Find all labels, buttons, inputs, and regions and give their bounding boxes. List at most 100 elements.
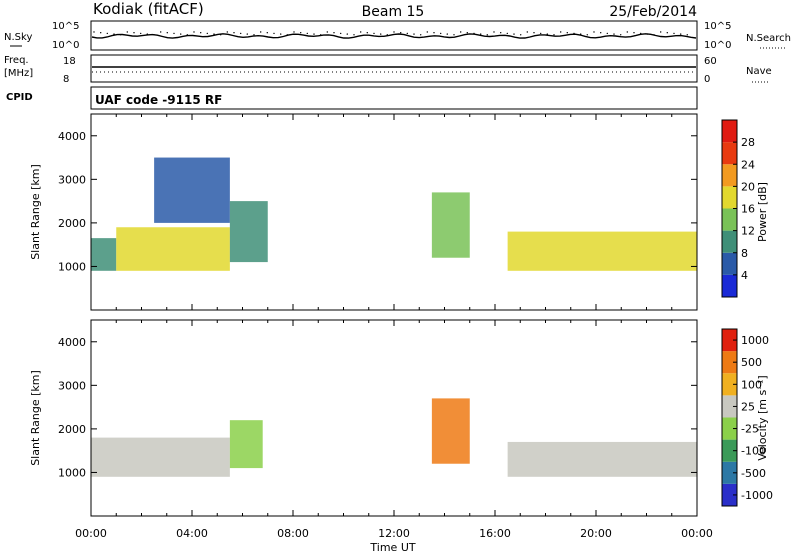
colorbar-tick-label: -500 <box>741 467 766 480</box>
heatmap-region <box>431 398 470 464</box>
noise-search-dot <box>373 32 375 35</box>
noise-search-dot <box>566 32 568 34</box>
heatmap-region <box>431 192 470 258</box>
noise-search-dot <box>293 31 295 33</box>
noise-search-dot <box>226 31 228 33</box>
heatmap-region <box>91 238 117 271</box>
noise-search-dot <box>146 33 148 35</box>
colorbar-tick-label: -100 <box>741 445 766 458</box>
noise-search-dot <box>560 31 562 33</box>
noise-search-dot <box>100 32 102 34</box>
colorbar-swatch <box>722 274 737 297</box>
freq-label-line2: [MHz] <box>4 68 33 79</box>
noise-search-dot <box>620 34 622 36</box>
noise-search-dot <box>660 31 662 33</box>
heatmap-region <box>229 420 263 469</box>
colorbar-tick-label: 16 <box>741 203 755 216</box>
noise-search-dot <box>340 32 342 35</box>
noise-search-dot <box>626 31 628 33</box>
y-tick-label: 3000 <box>58 379 86 392</box>
noise-search-dot <box>213 33 215 35</box>
noise-search-dot <box>246 33 248 35</box>
velocity-data <box>91 398 697 477</box>
noise-search-dot <box>513 33 515 35</box>
colorbar-tick-label: 4 <box>741 269 748 282</box>
heatmap-region <box>229 201 268 263</box>
colorbar-tick-label: 24 <box>741 158 755 171</box>
colorbar-tick-label: 20 <box>741 180 755 193</box>
noise-search-dot <box>600 32 602 34</box>
noise-panel-frame <box>90 20 698 51</box>
noise-panel: N.Sky 10^5 10^0 10^5 10^0 N.Search <box>4 20 791 51</box>
noise-search-dots <box>93 31 688 36</box>
noise-tick-right-bottom: 10^0 <box>704 40 731 51</box>
noise-search-dot <box>520 34 522 36</box>
noise-search-dot <box>466 32 468 34</box>
noise-search-dot <box>180 33 182 35</box>
noise-search-dot <box>486 34 488 36</box>
noise-search-dot <box>153 34 155 36</box>
noise-search-dot <box>313 33 315 35</box>
noise-search-dot <box>166 32 168 34</box>
freq-panel-frame <box>90 54 698 83</box>
noise-search-dot <box>420 34 422 36</box>
noise-search-dot <box>220 34 222 36</box>
colorbar-swatch <box>722 252 737 275</box>
freq-tick-bottom: 8 <box>63 74 69 85</box>
noise-search-dot <box>106 32 109 35</box>
colorbar-tick-label: -25 <box>741 423 759 436</box>
noise-search-dot <box>380 33 382 35</box>
noise-search-dot <box>653 34 655 36</box>
noise-search-dot <box>273 32 275 35</box>
noise-search-dot <box>260 31 262 33</box>
y-tick-label: 1000 <box>58 466 86 479</box>
cpid-panel-frame <box>90 86 698 110</box>
y-tick-label: 4000 <box>58 130 86 143</box>
colorbar-swatch <box>722 230 737 253</box>
colorbar-swatch <box>722 395 737 418</box>
y-tick-label: 2000 <box>58 217 86 230</box>
noise-search-dot <box>526 31 528 33</box>
noise-search-dot <box>120 34 122 36</box>
noise-search-dot <box>193 31 195 33</box>
noise-search-dot <box>546 33 548 35</box>
nave-label: Nave <box>746 66 772 77</box>
noise-search-dot <box>633 32 635 34</box>
colorbar-swatch <box>722 461 737 484</box>
noise-search-dot <box>573 32 575 35</box>
noise-search-dot <box>680 33 682 35</box>
noise-search-dot <box>200 32 202 34</box>
x-axis-label: Time UT <box>369 541 415 554</box>
freq-label-line1: Freq. <box>4 55 29 66</box>
date-title: 25/Feb/2014 <box>609 4 697 20</box>
heatmap-region <box>116 227 230 271</box>
colorbar-tick-label: 500 <box>741 356 762 369</box>
colorbar-tick-label: 8 <box>741 247 748 260</box>
colorbar-frame <box>721 328 738 507</box>
noise-search-dot <box>360 31 362 33</box>
colorbar-swatch <box>722 164 737 187</box>
y-tick-label: 3000 <box>58 173 86 186</box>
colorbar-tick-label: 12 <box>741 225 755 238</box>
y-tick-label: 4000 <box>58 336 86 349</box>
noise-search-dot <box>93 31 95 33</box>
noise-search-dot <box>406 32 408 35</box>
nave-tick-bottom: 0 <box>704 74 710 85</box>
colorbar-swatch <box>722 417 737 440</box>
noise-search-dot <box>586 34 588 36</box>
velocity-colorbar: 1000 500 100 25 -25 -100 -500 -1000 <box>721 328 773 507</box>
noise-search-dot <box>233 32 235 34</box>
noise-search-dot <box>500 32 502 34</box>
heatmap-region <box>507 441 697 477</box>
noise-search-dot <box>126 31 128 33</box>
noise-search-dot <box>426 31 428 33</box>
noise-search-dot <box>253 34 255 36</box>
noise-search-dot <box>113 33 115 35</box>
colorbar-swatch <box>722 120 737 143</box>
beam-title: Beam 15 <box>362 4 425 20</box>
noise-search-dot <box>553 34 555 36</box>
power-axis-ticks: 1000 2000 3000 4000 <box>58 114 698 310</box>
noise-search-dot <box>646 33 648 35</box>
x-tick-label: 20:00 <box>580 527 612 540</box>
noise-search-dot <box>300 32 302 34</box>
